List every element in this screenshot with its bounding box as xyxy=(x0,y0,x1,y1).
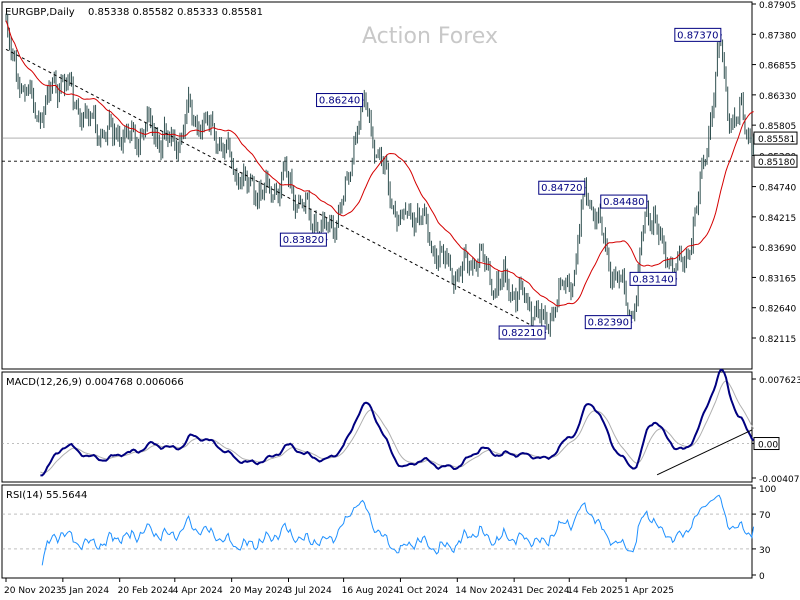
price-tick-label: 0.84740 xyxy=(759,184,796,194)
rsi-tick-label: 70 xyxy=(759,511,771,521)
price-annotation-label: 0.86240 xyxy=(319,96,360,107)
price-marker-label: 0.85581 xyxy=(758,135,795,145)
rsi-series xyxy=(41,494,755,566)
price-tick-label: 0.83165 xyxy=(759,274,796,284)
price-annotation-box xyxy=(538,180,586,195)
price-tick-label: 0.87380 xyxy=(759,31,796,41)
rsi-tick-label: 0 xyxy=(759,572,765,582)
macd-tick-label: -0.004073 xyxy=(759,475,800,485)
date-tick-label: 20 Feb 2024 xyxy=(118,586,174,596)
price-tick-label: 0.86330 xyxy=(759,92,796,102)
price-annotation-label: 0.84720 xyxy=(541,183,582,194)
price-tick-label: 0.82115 xyxy=(759,335,796,345)
price-tick-label: 0.82640 xyxy=(759,305,796,315)
watermark: Action Forex xyxy=(362,24,498,49)
price-tick-label: 0.87905 xyxy=(759,1,796,11)
price-annotation-label: 0.83140 xyxy=(632,274,673,285)
date-tick-label: 14 Nov 2024 xyxy=(455,586,513,596)
date-tick-label: 31 Dec 2024 xyxy=(512,586,570,596)
price-annotation-box xyxy=(279,232,327,247)
macd-label: MACD(12,26,9) 0.004768 0.006066 xyxy=(6,377,184,388)
date-tick-label: 1 Oct 2024 xyxy=(398,586,448,596)
date-tick-label: 16 Aug 2024 xyxy=(342,586,400,596)
moving-average-layer xyxy=(5,20,754,307)
date-tick-label: 20 May 2024 xyxy=(230,586,289,596)
macd-zero-marker-label: 0.00 xyxy=(758,441,778,451)
rsi-line xyxy=(41,494,755,566)
moving-average-line xyxy=(5,20,754,307)
macd-axis: 0.0076230.00-0.0040730.00 xyxy=(2,376,800,485)
price-marker-box xyxy=(753,154,798,168)
macd-line xyxy=(40,368,755,477)
candlestick-series xyxy=(5,13,755,337)
macd-tick-label: 0.007623 xyxy=(759,376,800,386)
rsi-tick-label: 30 xyxy=(759,546,771,556)
date-tick-label: 14 Feb 2025 xyxy=(567,586,623,596)
price-tick-label: 0.86855 xyxy=(759,62,796,72)
price-marker-box xyxy=(753,131,798,145)
date-tick-label: 1 Apr 2025 xyxy=(624,586,674,596)
rsi-tick-label: 100 xyxy=(759,485,776,495)
price-marker-label: 0.85180 xyxy=(758,158,795,168)
price-annotation-label: 0.83820 xyxy=(283,235,324,246)
price-annotation-box xyxy=(674,27,722,42)
macd-trendline xyxy=(656,429,753,476)
level-lines xyxy=(2,137,752,162)
date-axis: 20 Nov 2023 5 Jan 2024 20 Feb 2024 4 Apr 20… xyxy=(4,578,674,596)
price-annotations: 0.87370 0.86240 0.84720 0.84480 0.83820 0.831… xyxy=(279,27,722,340)
price-tick-label: 0.83690 xyxy=(759,244,796,254)
rsi-label: RSI(14) 55.5644 xyxy=(6,490,87,501)
date-tick-label: 5 Jan 2024 xyxy=(61,586,109,596)
price-annotation-label: 0.82210 xyxy=(501,328,542,339)
macd-series xyxy=(40,368,755,477)
rsi-pane-frame xyxy=(1,484,753,579)
price-annotation-label: 0.82390 xyxy=(588,318,629,329)
macd-zero-marker xyxy=(753,437,780,451)
price-tick-label: 0.85805 xyxy=(759,122,796,132)
price-annotation-box xyxy=(584,315,632,330)
date-tick-label: 4 Apr 2024 xyxy=(173,586,223,596)
price-annotation-box xyxy=(316,93,364,108)
macd-signal-line xyxy=(40,380,755,474)
date-tick-label: 3 Jul 2024 xyxy=(286,586,331,596)
price-pane-frame xyxy=(1,1,753,370)
price-annotation-box xyxy=(600,194,648,209)
rsi-axis: 100 70 30 0 xyxy=(2,485,776,582)
ohlc-label: 0.85338 0.85582 0.85333 0.85581 xyxy=(88,7,263,18)
date-tick-label: 20 Nov 2023 xyxy=(4,586,62,596)
price-axis-markers: 0.85581 0.85180 xyxy=(753,131,798,168)
symbol-label: EURGBP,Daily xyxy=(5,7,75,18)
price-annotation-label: 0.87370 xyxy=(677,30,718,41)
price-tick-label: 0.84215 xyxy=(759,214,796,224)
price-annotation-box xyxy=(498,325,546,340)
price-annotation-box xyxy=(629,271,677,286)
price-annotation-label: 0.84480 xyxy=(603,197,644,208)
